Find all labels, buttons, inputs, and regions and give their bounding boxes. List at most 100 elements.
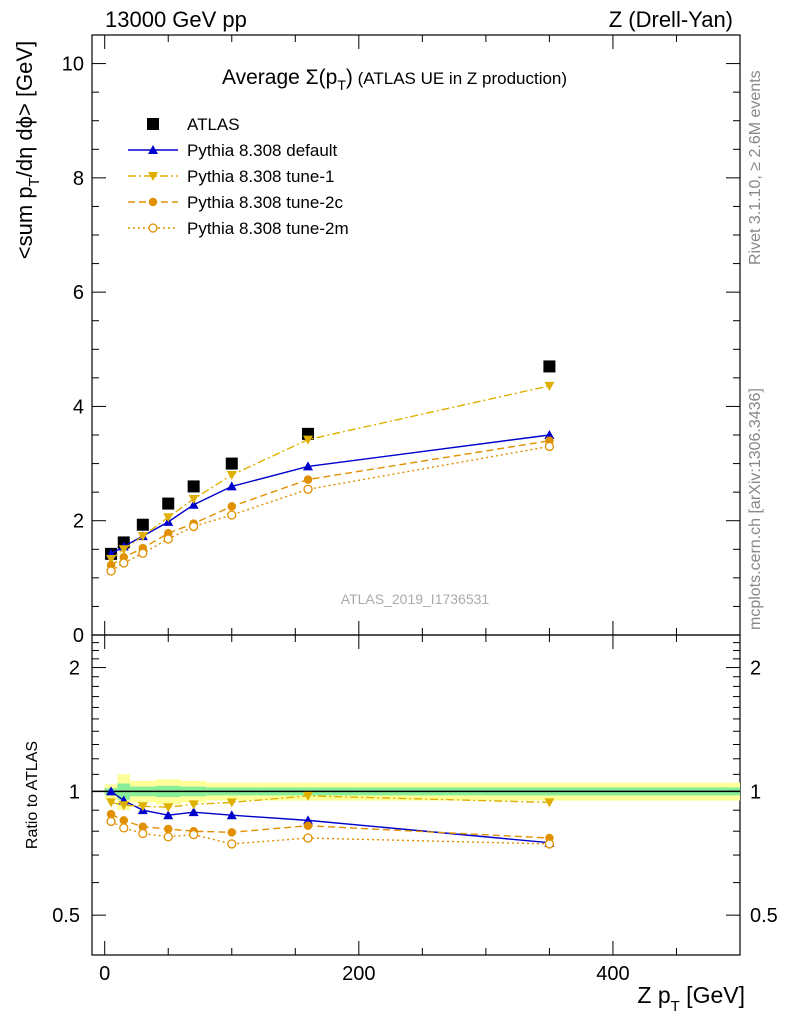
ratio-ytick-label-right: 1: [750, 781, 761, 803]
legend-marker-pythia-8-308-tune-2m: [148, 223, 158, 233]
ratio-ylabel: Ratio to ATLAS: [24, 741, 41, 849]
main-point-pythia-8-308-tune-2m: [227, 510, 237, 520]
legend-label-pythia-8-308-tune-2m: Pythia 8.308 tune-2m: [187, 219, 349, 238]
ratio-point-pythia-8-308-default: [226, 810, 237, 820]
main-point-pythia-8-308-tune-2m: [119, 558, 129, 568]
main-point-pythia-8-308-tune-2m: [303, 484, 313, 494]
ratio-point-pythia-8-308-tune-2m: [163, 832, 173, 842]
ratio-point-pythia-8-308-tune-2c: [119, 816, 129, 825]
main-point-pythia-8-308-tune-1: [106, 555, 117, 564]
main-point-pythia-8-308-tune-1: [188, 495, 199, 504]
ratio-point-pythia-8-308-tune-1: [303, 791, 313, 801]
mcplots-credit-text: mcplots.cern.ch [arXiv:1306.3436]: [747, 388, 764, 630]
ratio-ytick-label: 1: [69, 781, 80, 803]
ratio-uncertainty-bands: [92, 774, 740, 811]
legend-label-pythia-8-308-tune-1: Pythia 8.308 tune-1: [187, 167, 334, 186]
ratio-ytick-label: 2: [69, 658, 80, 680]
main-point-pythia-8-308-default: [226, 481, 237, 491]
rivet-version-text: Rivet 3.1.10, ≥ 2.6M events: [747, 70, 764, 265]
legend-label-pythia-8-308-default: Pythia 8.308 default: [187, 141, 338, 160]
ratio-point-pythia-8-308-tune-2m: [106, 816, 116, 827]
legend-marker-pythia-8-308-default: [148, 145, 158, 154]
main-line-pythia-8-308-default: [110, 434, 550, 555]
xlabel: Z pT [GeV]: [637, 982, 745, 1015]
main-point-atlas: [187, 480, 200, 493]
ratio-line-pythia-8-308-tune-2c: [110, 813, 550, 839]
axis-ticks: 0 2 4 6 8 10 0.5 0.5 1 1 2 2 0 200 400: [52, 34, 778, 985]
main-point-pythia-8-308-tune-2m: [544, 441, 555, 452]
main-series-layer: [105, 360, 556, 576]
ratio-point-pythia-8-308-default: [106, 786, 117, 796]
main-point-pythia-8-308-tune-2m: [138, 548, 148, 558]
main-point-pythia-8-308-tune-1: [163, 513, 174, 523]
main-point-pythia-8-308-default: [544, 430, 555, 439]
main-ytick-label: 0: [73, 625, 84, 647]
ratio-ytick-label-right: 2: [750, 658, 761, 680]
ratio-point-pythia-8-308-tune-2c: [303, 821, 313, 830]
analysis-watermark: ATLAS_2019_I1736531: [341, 591, 490, 607]
main-point-pythia-8-308-tune-1: [226, 471, 237, 480]
main-point-pythia-8-308-tune-2c: [227, 502, 237, 511]
ratio-point-pythia-8-308-tune-1: [118, 801, 129, 811]
plot-title: Average Σ(pT) (ATLAS UE in Z production): [222, 66, 567, 93]
main-line-pythia-8-308-tune-2m: [110, 445, 550, 572]
ratio-point-pythia-8-308-default: [303, 815, 313, 825]
main-point-atlas: [162, 497, 175, 510]
main-ylabel: <sum pT/dη dϕ> [GeV]: [12, 41, 43, 259]
ratio-point-pythia-8-308-tune-2m: [138, 828, 148, 839]
main-ytick-label: 10: [62, 54, 84, 76]
ratio-point-pythia-8-308-tune-2c: [163, 824, 173, 834]
ratio-point-pythia-8-308-tune-2m: [544, 839, 555, 849]
main-point-pythia-8-308-tune-1: [118, 545, 129, 555]
ratio-point-pythia-8-308-tune-1: [137, 802, 148, 812]
ratio-point-pythia-8-308-tune-1: [544, 798, 555, 808]
main-line-pythia-8-308-tune-2c: [110, 440, 550, 566]
main-point-atlas: [543, 360, 556, 373]
legend-label-atlas: ATLAS: [187, 115, 240, 134]
main-point-pythia-8-308-default: [303, 461, 313, 471]
xtick-label: 400: [596, 963, 629, 985]
main-point-pythia-8-308-tune-2m: [163, 534, 173, 544]
ratio-point-pythia-8-308-tune-2c: [106, 809, 116, 819]
ratio-point-pythia-8-308-default: [163, 810, 174, 820]
legend-label-pythia-8-308-tune-2c: Pythia 8.308 tune-2c: [187, 193, 343, 212]
ratio-ytick-label-right: 0.5: [750, 905, 778, 927]
ratio-point-pythia-8-308-tune-2m: [119, 823, 129, 833]
legend: ATLAS Pythia 8.308 default Pythia 8.308 tu…: [128, 115, 349, 238]
main-point-pythia-8-308-tune-2m: [188, 521, 199, 532]
main-point-pythia-8-308-tune-1: [544, 381, 555, 391]
ratio-point-pythia-8-308-tune-2m: [188, 829, 199, 840]
main-point-pythia-8-308-tune-1: [137, 532, 148, 542]
main-point-atlas: [136, 518, 149, 531]
main-line-pythia-8-308-tune-1: [110, 385, 550, 560]
xtick-label: 0: [99, 963, 110, 985]
ratio-point-pythia-8-308-tune-2m: [303, 833, 313, 843]
ratio-point-pythia-8-308-tune-1: [163, 803, 174, 813]
legend-marker-pythia-8-308-tune-1: [148, 172, 158, 181]
main-point-pythia-8-308-tune-2c: [303, 475, 313, 484]
ratio-point-pythia-8-308-tune-2c: [227, 828, 237, 837]
ratio-point-pythia-8-308-default: [188, 807, 199, 817]
ratio-ytick-label: 0.5: [52, 905, 80, 927]
xtick-label: 200: [342, 963, 375, 985]
ratio-point-pythia-8-308-tune-2c: [138, 822, 148, 832]
ratio-line-pythia-8-308-tune-2m: [110, 820, 550, 845]
legend-marker-atlas: [147, 118, 159, 130]
main-ytick-label: 8: [73, 168, 84, 190]
header-left: 13000 GeV pp: [105, 7, 247, 32]
main-point-pythia-8-308-tune-2m: [106, 566, 116, 576]
ratio-point-pythia-8-308-tune-2m: [227, 839, 237, 849]
main-ytick-label: 4: [73, 396, 84, 418]
main-ytick-label: 2: [73, 511, 84, 533]
main-point-atlas: [225, 457, 238, 470]
header-right: Z (Drell-Yan): [609, 7, 733, 32]
main-ytick-label: 6: [73, 282, 84, 304]
legend-marker-pythia-8-308-tune-2c: [148, 197, 158, 207]
main-point-pythia-8-308-tune-1: [303, 435, 313, 445]
ratio-series-layer: [106, 786, 555, 849]
ratio-point-pythia-8-308-tune-1: [226, 798, 237, 808]
ratio-line-pythia-8-308-tune-1: [110, 795, 550, 808]
main-point-pythia-8-308-default: [188, 499, 199, 509]
ratio-point-pythia-8-308-tune-1: [188, 800, 199, 810]
